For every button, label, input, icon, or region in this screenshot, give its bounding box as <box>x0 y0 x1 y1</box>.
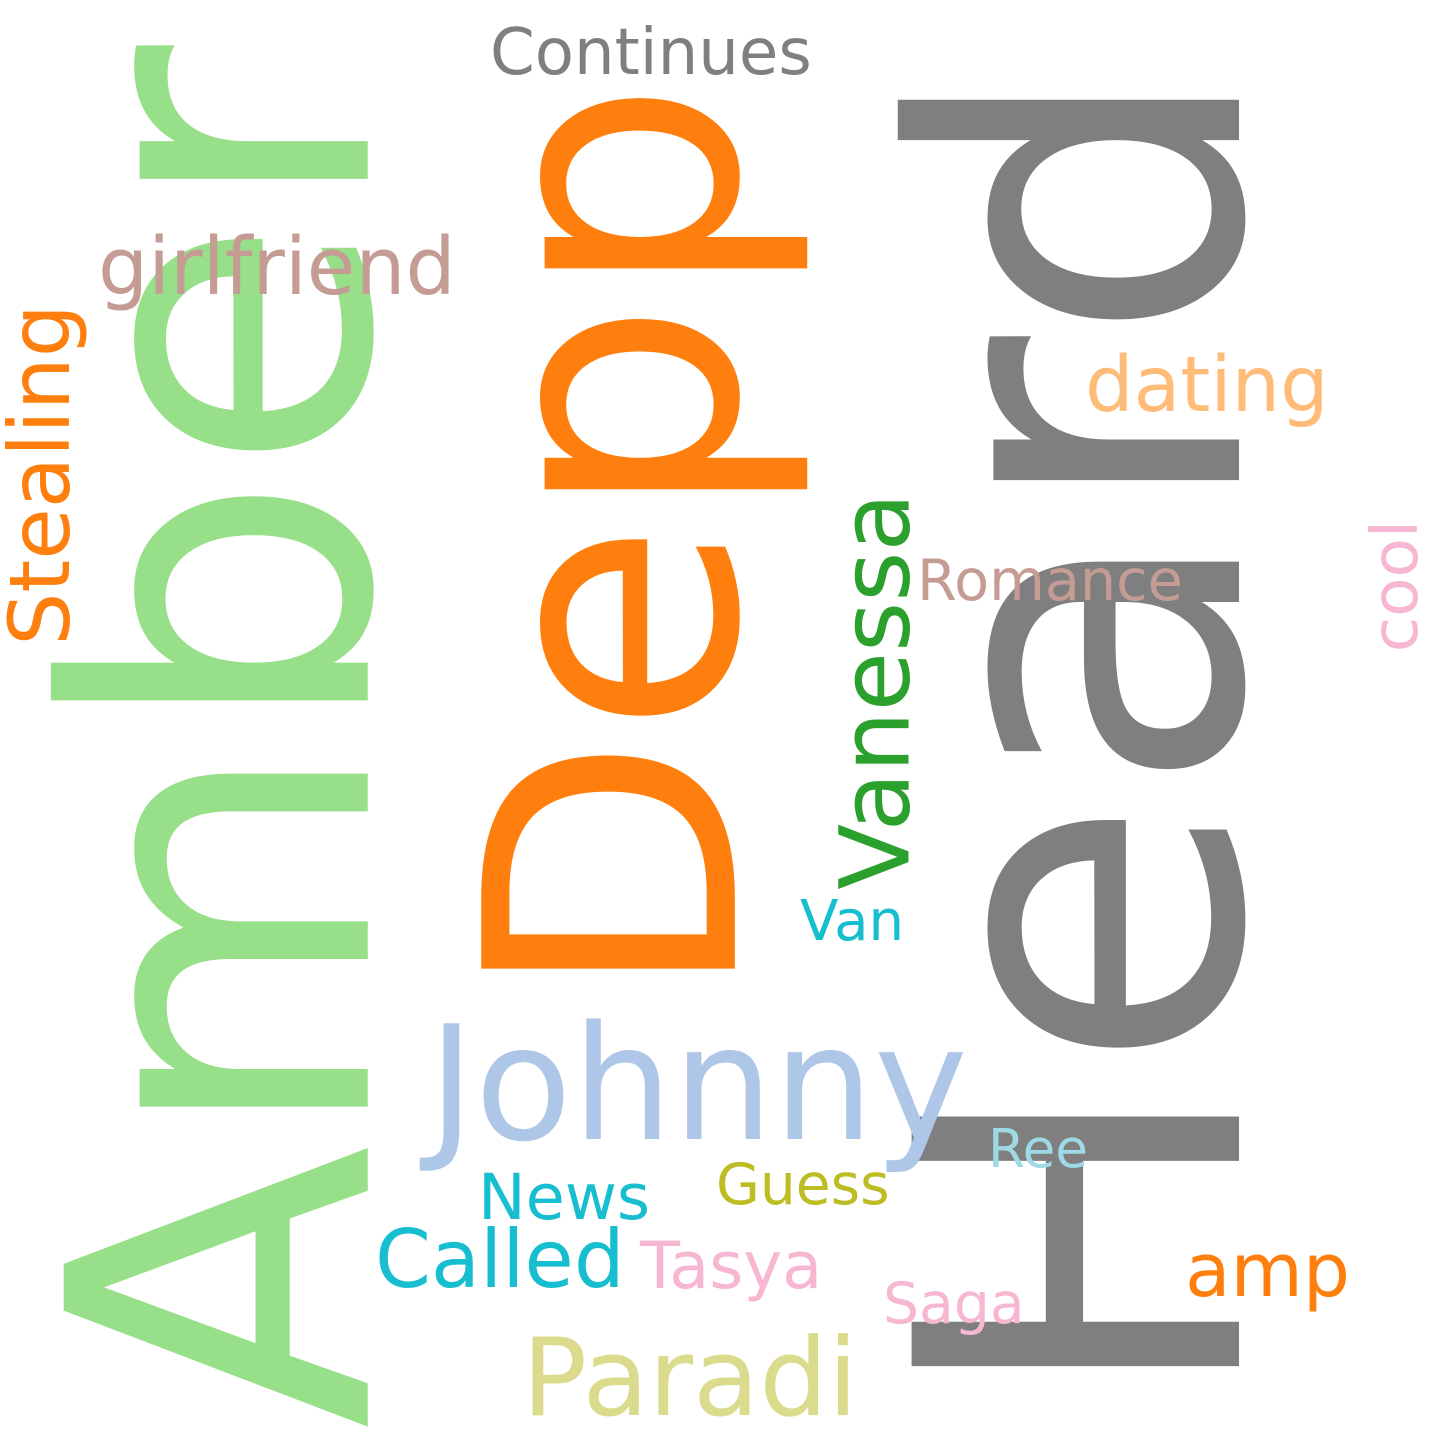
word-guess: Guess <box>716 1151 890 1218</box>
word-saga: Saga <box>883 1270 1025 1337</box>
word-paradi: Paradi <box>522 1316 858 1440</box>
word-news: News <box>478 1161 651 1235</box>
word-continues: Continues <box>490 14 812 90</box>
word-cool: cool <box>1357 520 1433 653</box>
word-van: Van <box>800 889 905 954</box>
word-dating: dating <box>1085 341 1329 430</box>
word-stealing: Stealing <box>0 304 89 646</box>
word-depp: Depp <box>412 79 818 1003</box>
word-vanessa: Vanessa <box>818 492 931 890</box>
word-called: Called <box>375 1213 625 1306</box>
word-ree: Ree <box>988 1117 1089 1180</box>
word-tasya: Tasya <box>640 1227 823 1304</box>
word-amp: amp <box>1185 1226 1351 1314</box>
word-girlfriend: girlfriend <box>98 220 456 313</box>
word-johnny: Johnny <box>428 993 968 1177</box>
word-romance: Romance <box>917 547 1183 614</box>
